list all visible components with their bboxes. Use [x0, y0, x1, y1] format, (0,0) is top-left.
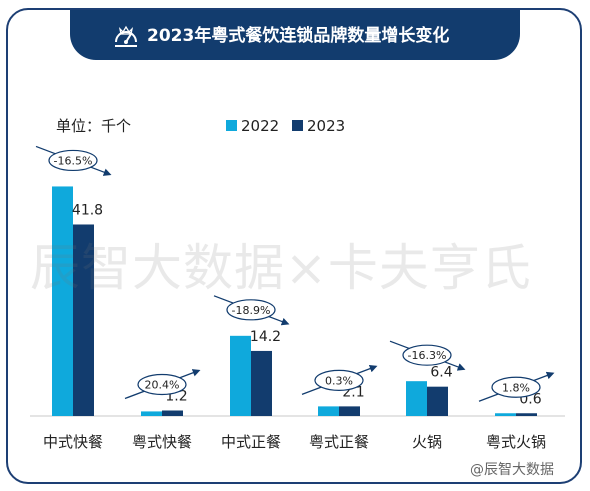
legend-item-2022: 2022	[226, 116, 279, 136]
bar-2023-4	[427, 386, 448, 416]
legend-swatch-2023	[292, 119, 303, 131]
bar-2022-0	[52, 186, 73, 416]
legend-item-2023: 2023	[292, 116, 345, 136]
growth-label-0: -16.5%	[54, 154, 93, 167]
bar-2023-2	[251, 350, 272, 416]
growth-label-5: 1.8%	[502, 381, 530, 394]
legend-swatch-2022	[226, 119, 237, 131]
value-label-4: 6.4	[430, 365, 452, 381]
crown-gauge-icon	[115, 25, 137, 47]
bar-2023-0	[73, 224, 94, 416]
category-label-1: 粤式快餐	[132, 433, 192, 451]
legend-label-2022: 2022	[241, 117, 280, 135]
category-label-5: 粤式火锅	[486, 433, 546, 451]
bar-2023-5	[516, 413, 537, 416]
growth-badge-0	[48, 149, 98, 172]
value-label-2: 14.2	[250, 329, 281, 345]
bar-2022-5	[495, 413, 516, 416]
growth-badge-5	[491, 376, 541, 398]
growth-badge-2	[226, 299, 276, 321]
growth-label-1: 20.4%	[145, 379, 180, 392]
chart-title: 2023年粤式餐饮连锁品牌数量增长变化	[147, 26, 450, 46]
growth-label-3: 0.3%	[325, 374, 353, 387]
growth-badge-3	[314, 369, 364, 391]
growth-badge-1	[137, 373, 187, 396]
footer-credit: @辰智大数据	[470, 462, 554, 478]
legend-label-2023: 2023	[307, 117, 346, 135]
unit-label: 单位：千个	[56, 117, 132, 135]
bar-2022-3	[318, 406, 339, 416]
watermark: 辰智大数据×卡夫亨氏	[30, 239, 532, 297]
title-banner	[70, 10, 520, 60]
category-label-0: 中式快餐	[43, 433, 103, 451]
growth-label-2: -18.9%	[232, 304, 271, 317]
growth-label-4: -16.3%	[408, 349, 447, 362]
growth-badge-4	[402, 344, 452, 366]
bar-2023-3	[339, 406, 360, 416]
category-label-4: 火锅	[412, 433, 442, 451]
value-label-0: 41.8	[72, 202, 103, 218]
category-label-2: 中式正餐	[221, 433, 281, 451]
bar-2022-1	[141, 411, 162, 416]
chart-card	[6, 8, 582, 484]
bar-2023-1	[162, 410, 183, 416]
bar-2022-4	[406, 381, 427, 416]
bar-2022-2	[230, 335, 251, 416]
category-label-3: 粤式正餐	[309, 433, 369, 451]
